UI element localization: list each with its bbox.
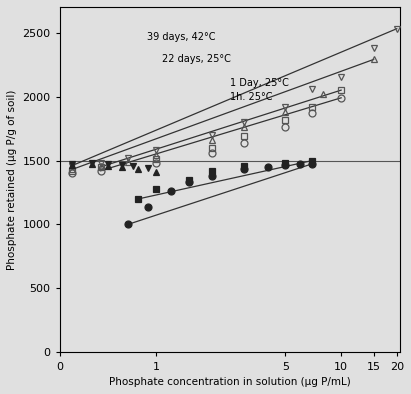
Y-axis label: Phosphate retained (μg P/g of soil): Phosphate retained (μg P/g of soil) — [7, 89, 17, 270]
Text: 39 days, 42°C: 39 days, 42°C — [147, 32, 215, 42]
X-axis label: Phosphate concentration in solution (μg P/mL): Phosphate concentration in solution (μg … — [109, 377, 351, 387]
Text: 22 days, 25°C: 22 days, 25°C — [162, 54, 231, 64]
Text: 1h. 25°C: 1h. 25°C — [230, 92, 272, 102]
Text: 1 Day, 25°C: 1 Day, 25°C — [230, 78, 289, 88]
